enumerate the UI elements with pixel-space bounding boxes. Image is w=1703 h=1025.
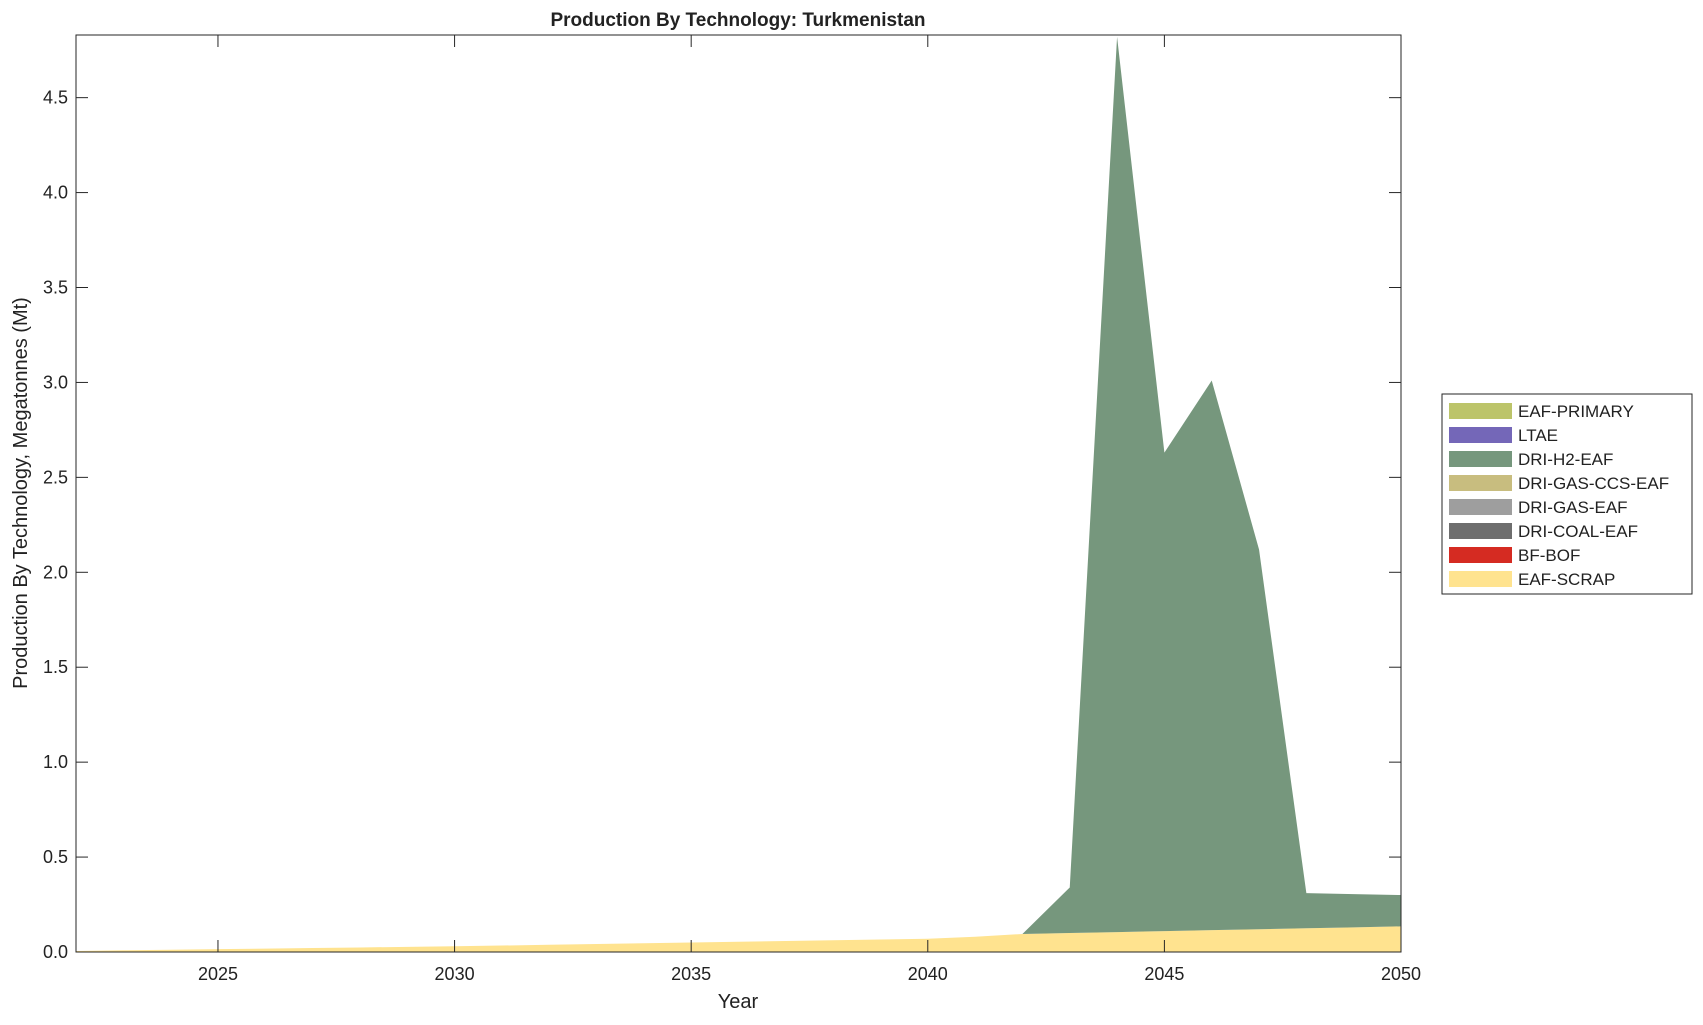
y-tick-label: 3.0 [43,372,68,392]
y-axis-label: Production By Technology, Megatonnes (Mt… [10,297,32,689]
x-tick-label: 2030 [435,964,475,984]
legend-label: EAF-SCRAP [1518,570,1615,589]
legend-label: DRI-GAS-EAF [1518,498,1628,517]
legend-swatch [1449,403,1512,419]
x-tick-label: 2050 [1381,964,1421,984]
y-tick-label: 2.5 [43,467,68,487]
legend-label: EAF-PRIMARY [1518,402,1634,421]
legend-label: DRI-GAS-CCS-EAF [1518,474,1669,493]
x-tick-label: 2045 [1144,964,1184,984]
y-tick-label: 4.0 [43,183,68,203]
x-tick-label: 2025 [198,964,238,984]
legend-label: DRI-COAL-EAF [1518,522,1638,541]
legend-swatch [1449,499,1512,515]
x-axis-label: Year [718,991,759,1013]
legend-swatch [1449,571,1512,587]
chart-title: Production By Technology: Turkmenistan [550,10,925,31]
legend-label: BF-BOF [1518,546,1580,565]
y-tick-label: 1.5 [43,657,68,677]
legend-label: LTAE [1518,426,1558,445]
area-dri-h2-eaf [76,36,1401,952]
y-tick-label: 2.0 [43,562,68,582]
y-tick-label: 0.5 [43,847,68,867]
legend-swatch [1449,451,1512,467]
legend: EAF-PRIMARY LTAE DRI-H2-EAF DRI-GAS-CCS-EAF… [1441,393,1693,595]
x-tick-label: 2035 [671,964,711,984]
legend-label: DRI-H2-EAF [1518,450,1613,469]
legend-swatch [1449,475,1512,491]
axes: 2025 2030 2035 2040 2045 2050 0.0 0.5 1.0 1.5 2.0 2… [43,34,1421,984]
legend-swatch [1449,427,1512,443]
x-tick-label: 2040 [908,964,948,984]
plot-frame [75,34,1402,953]
y-tick-label: 4.5 [43,88,68,108]
area-eaf-scrap [76,926,1401,952]
legend-swatch [1449,523,1512,539]
y-tick-label: 1.0 [43,752,68,772]
areas [76,36,1401,952]
y-tick-label: 0.0 [43,942,68,962]
legend-swatch [1449,547,1512,563]
y-tick-label: 3.5 [43,278,68,298]
